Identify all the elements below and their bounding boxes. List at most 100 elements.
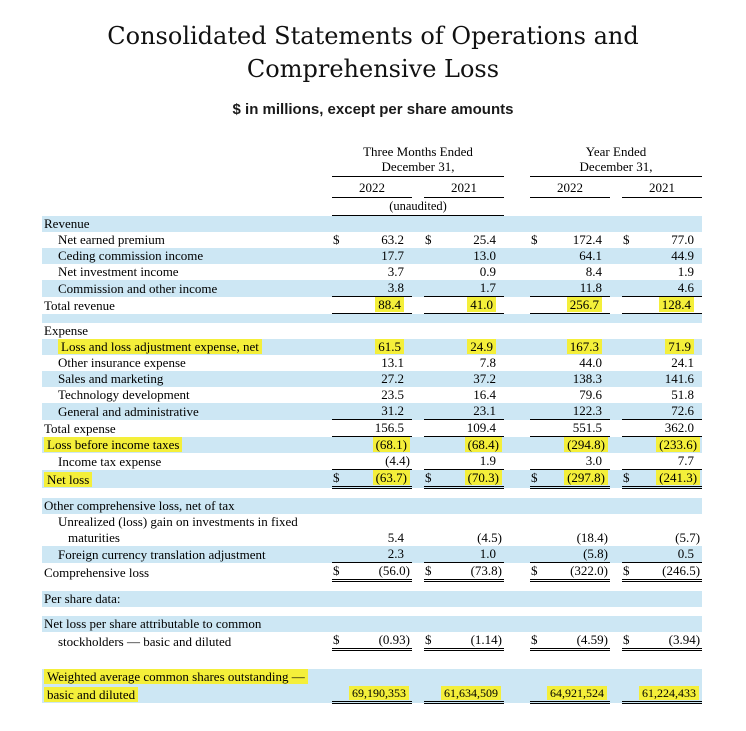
- spacer-cell: [610, 488, 622, 499]
- dollar-sign-cell: [332, 436, 348, 453]
- dollar-sign-cell: [622, 685, 638, 704]
- value-cell: [546, 591, 610, 607]
- dollar-sign-cell: $: [622, 562, 638, 582]
- value-text: 79.6: [579, 387, 602, 402]
- dollar-sign-cell: [424, 650, 440, 670]
- dollar-sign-cell: $: [622, 632, 638, 651]
- spacer-cell: [412, 514, 424, 530]
- value-cell: (5.8): [546, 546, 610, 563]
- dollar-sign-cell: [332, 546, 348, 563]
- dollar-sign-cell: [332, 314, 348, 324]
- value-text: 16.4: [473, 387, 496, 402]
- value-text: 5.4: [387, 530, 404, 545]
- dollar-sign-cell: [332, 371, 348, 387]
- value-cell: (68.1): [348, 436, 412, 453]
- value-cell: 64.1: [546, 248, 610, 264]
- row-label-text: Unrealized (loss) gain on investments in…: [58, 514, 298, 529]
- spacer-cell: [412, 488, 424, 499]
- spacer-cell: [610, 403, 622, 420]
- row-label-text: Ceding commission income: [58, 248, 204, 263]
- value-cell: [348, 669, 412, 685]
- dollar-sign-cell: [424, 323, 440, 339]
- value-text: 13.0: [473, 248, 496, 263]
- value-text: 71.9: [665, 339, 695, 354]
- value-cell: 551.5: [546, 419, 610, 437]
- spacer-cell: [610, 297, 622, 314]
- row-label: Loss before income taxes: [42, 437, 332, 454]
- value-cell: 167.3: [546, 339, 610, 355]
- row-label: Comprehensive loss: [42, 563, 332, 581]
- spacer-cell: [610, 546, 622, 563]
- dollar-sign-cell: [530, 546, 546, 563]
- row-label-text: Commission and other income: [58, 280, 218, 296]
- spacer-cell: [610, 232, 622, 248]
- row-label-text: Technology development: [58, 387, 190, 402]
- value-cell: [638, 607, 702, 616]
- group-label-line2: December 31,: [579, 159, 653, 174]
- value-text: (56.0): [378, 563, 410, 578]
- value-cell: [546, 581, 610, 592]
- dollar-sign-cell: [622, 498, 638, 514]
- header-gap-cell: [610, 177, 622, 198]
- value-text: (73.8): [470, 563, 502, 578]
- value-cell: [546, 616, 610, 632]
- row-label-text: Foreign currency translation adjustment: [58, 546, 266, 562]
- spacer-cell: [610, 498, 622, 514]
- spacer-row: [42, 313, 703, 324]
- dollar-sign-cell: [332, 530, 348, 546]
- value-text: (241.3): [656, 470, 701, 485]
- column-group-three-months: Three Months Ended December 31,: [332, 144, 504, 177]
- dollar-sign-cell: [530, 488, 546, 499]
- value-cell: [348, 591, 412, 607]
- value-text: 23.1: [473, 403, 496, 418]
- value-cell: [348, 323, 412, 339]
- value-cell: (5.7): [638, 530, 702, 546]
- dollar-sign-cell: [622, 403, 638, 420]
- page-title: Consolidated Statements of Operations an…: [0, 20, 746, 86]
- dollar-sign-cell: [332, 248, 348, 264]
- value-cell: 1.7: [440, 280, 504, 297]
- header-empty-cell: [42, 144, 332, 177]
- row-label: [42, 650, 332, 670]
- spacer-cell: [504, 514, 530, 530]
- value-cell: 172.4: [546, 232, 610, 248]
- dollar-sign-cell: [424, 387, 440, 403]
- dollar-sign-cell: [332, 514, 348, 530]
- header-years-row: 2022 2021 2022 2021: [42, 176, 703, 198]
- dollar-sign-cell: [332, 498, 348, 514]
- dollar-sign-cell: [424, 514, 440, 530]
- spacer-cell: [412, 650, 424, 670]
- spacer-row: [42, 650, 702, 670]
- value-cell: 25.4: [440, 232, 504, 248]
- spacer-cell: [504, 616, 530, 632]
- dollar-sign-cell: [530, 530, 546, 546]
- dollar-sign-cell: [332, 339, 348, 355]
- value-cell: 31.2: [348, 403, 412, 420]
- dollar-sign-cell: [622, 616, 638, 632]
- dollar-sign-cell: [530, 264, 546, 280]
- dollar-sign-cell: [530, 669, 546, 685]
- dollar-sign-cell: [530, 498, 546, 514]
- spacer-cell: [412, 314, 424, 324]
- value-cell: 4.6: [638, 280, 702, 297]
- value-text: 172.4: [572, 232, 602, 247]
- dollar-sign-cell: [622, 581, 638, 592]
- dollar-sign-cell: [424, 248, 440, 264]
- value-text: 13.1: [381, 355, 404, 370]
- dollar-sign-cell: [332, 616, 348, 632]
- value-cell: (241.3): [638, 469, 703, 489]
- spacer-cell: [610, 314, 622, 324]
- dollar-sign-cell: [424, 371, 440, 387]
- dollar-sign-cell: $: [424, 632, 440, 651]
- spacer-cell: [610, 387, 622, 403]
- header-group-row: Three Months Ended December 31, Year End…: [42, 144, 703, 177]
- dollar-sign-cell: [424, 355, 440, 371]
- dollar-sign-cell: [622, 339, 638, 355]
- dollar-sign-cell: [530, 607, 546, 616]
- spacer-cell: [412, 387, 424, 403]
- table-row: Net loss $ (63.7) $ (70.3) $ (297.8) $ (241.3): [42, 469, 703, 489]
- dollar-sign-cell: [332, 355, 348, 371]
- value-text: 61,224,433: [639, 686, 700, 700]
- value-text: (68.4): [464, 437, 502, 452]
- row-label-text: Income tax expense: [58, 453, 162, 469]
